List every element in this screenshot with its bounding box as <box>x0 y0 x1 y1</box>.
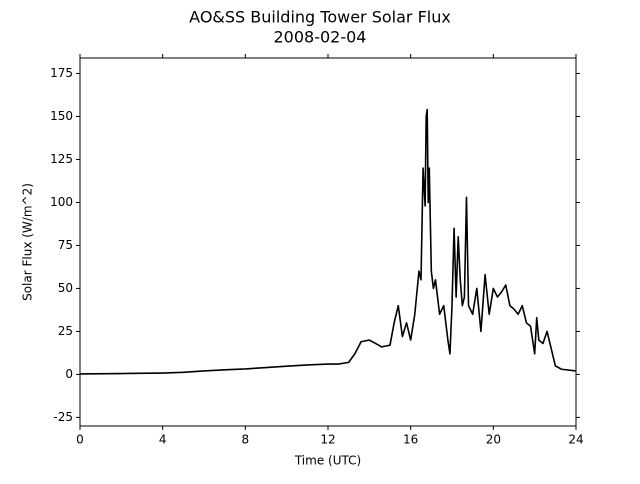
y-tick-label: 150 <box>50 109 73 123</box>
y-tick-label: 75 <box>58 238 73 252</box>
x-tick-label: 4 <box>159 433 167 447</box>
x-tick-label: 12 <box>320 433 335 447</box>
y-axis-label: Solar Flux (W/m^2) <box>21 183 35 301</box>
y-tick-label: -25 <box>53 410 73 424</box>
x-tick-label: 20 <box>486 433 501 447</box>
x-tick-label: 16 <box>403 433 418 447</box>
x-axis-label: Time (UTC) <box>294 454 361 468</box>
y-tick-label: 100 <box>50 195 73 209</box>
x-tick-label: 0 <box>76 433 84 447</box>
y-tick-label: 175 <box>50 66 73 80</box>
y-tick-label: 0 <box>65 367 73 381</box>
y-tick-label: 50 <box>58 281 73 295</box>
y-tick-label: 125 <box>50 152 73 166</box>
plot-frame <box>79 57 577 427</box>
data-line <box>79 108 577 375</box>
chart-subtitle: 2008-02-04 <box>274 28 367 47</box>
y-tick-label: 25 <box>58 324 73 338</box>
x-tick-label: 24 <box>568 433 583 447</box>
x-tick-label: 8 <box>242 433 250 447</box>
chart-title: AO&SS Building Tower Solar Flux <box>189 8 451 27</box>
